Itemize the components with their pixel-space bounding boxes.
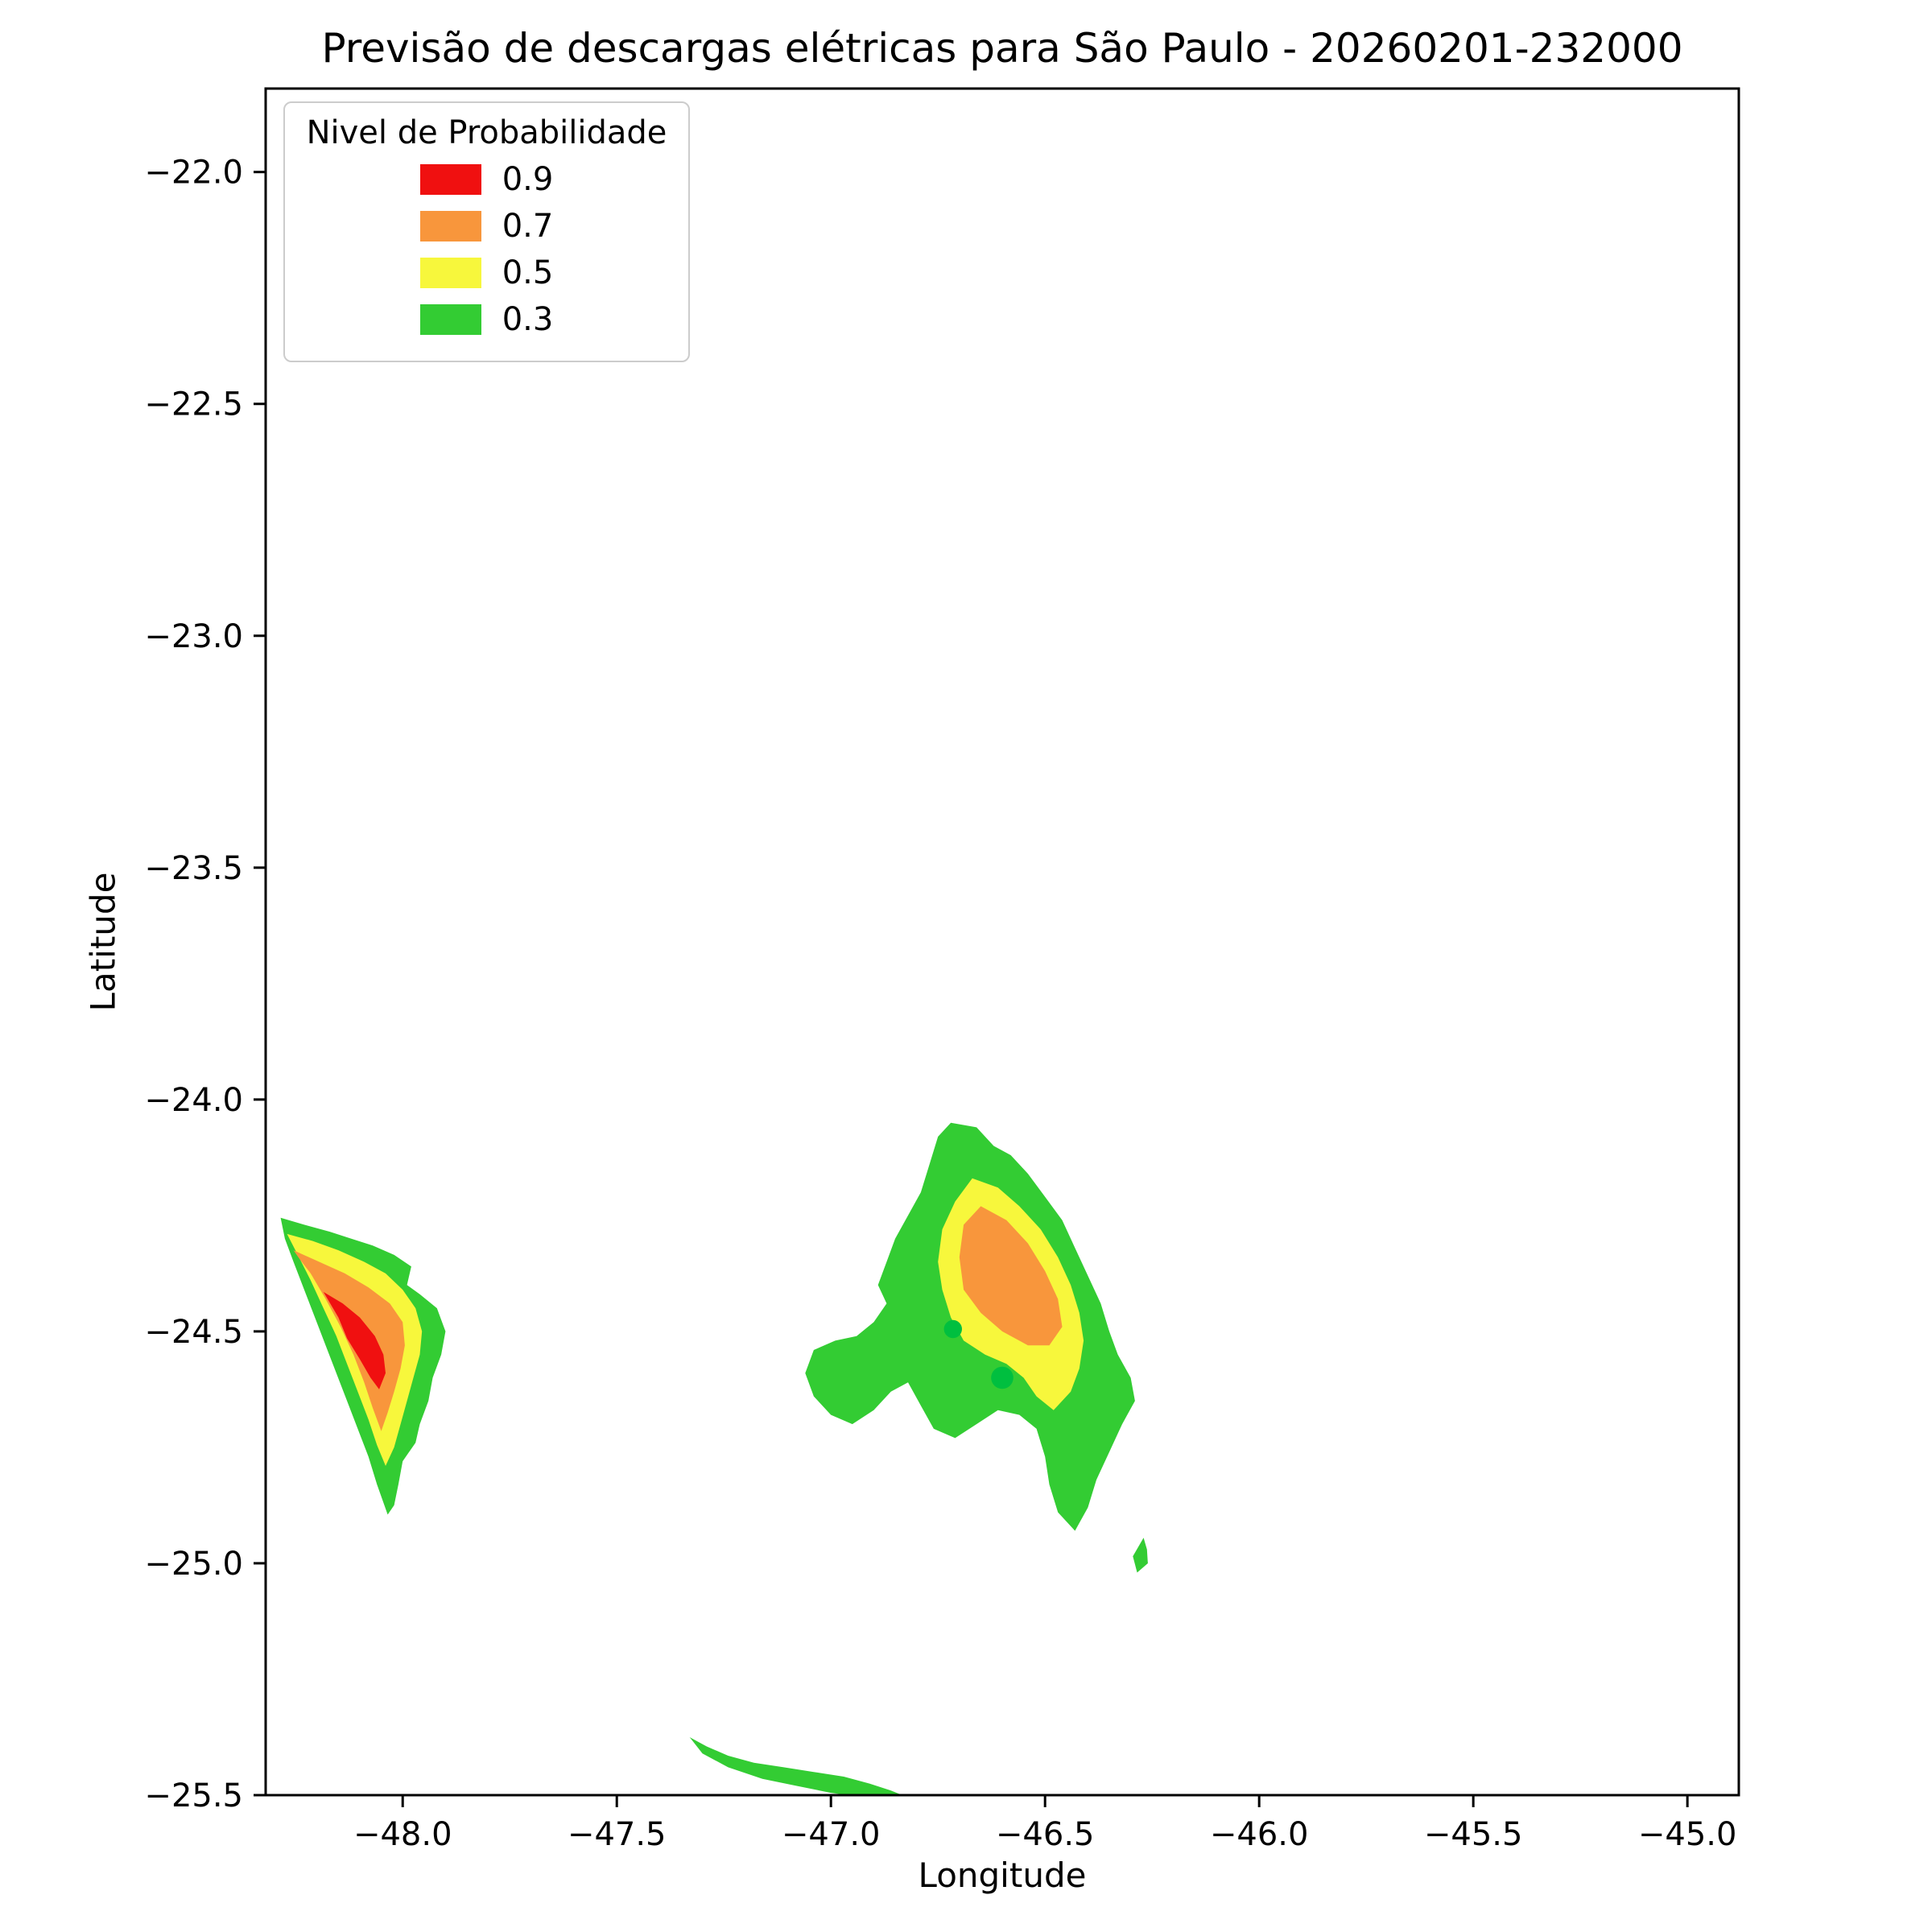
event-marker xyxy=(991,1366,1013,1389)
legend-swatch xyxy=(419,258,481,288)
y-tick-label: −24.0 xyxy=(144,1082,243,1119)
legend-entry: 0.7 xyxy=(419,208,554,245)
y-axis-label: Latitude xyxy=(83,872,123,1012)
y-tick-label: −22.5 xyxy=(144,386,243,423)
y-tick-label: −25.0 xyxy=(144,1546,243,1583)
x-tick-label: −47.0 xyxy=(782,1816,881,1853)
contour-region-p0.7 xyxy=(959,1206,1063,1346)
legend-entry: 0.3 xyxy=(419,301,554,338)
legend-title: Nivel de Probabilidade xyxy=(306,114,667,151)
legend-entries: 0.9 0.7 0.5 0.3 xyxy=(419,161,554,338)
legend-swatch xyxy=(419,211,481,242)
legend-entry-label: 0.9 xyxy=(502,161,554,198)
x-tick-label: −45.5 xyxy=(1424,1816,1523,1853)
event-marker xyxy=(943,1319,963,1339)
x-tick-label: −46.0 xyxy=(1210,1816,1309,1853)
legend-entry: 0.5 xyxy=(419,254,554,291)
contour-region-p0.3 xyxy=(689,1737,902,1795)
legend-entry: 0.9 xyxy=(419,161,554,198)
y-tick-label: −23.0 xyxy=(144,618,243,655)
y-tick-label: −23.5 xyxy=(144,850,243,887)
y-tick-label: −22.0 xyxy=(144,155,243,192)
x-tick-label: −46.5 xyxy=(996,1816,1095,1853)
x-tick-label: −47.5 xyxy=(568,1816,667,1853)
legend-entry-label: 0.3 xyxy=(502,301,554,338)
axes-frame xyxy=(264,87,1740,1797)
legend-entry-label: 0.7 xyxy=(502,208,554,245)
contour-layer xyxy=(280,1122,1148,1795)
y-tick-label: −25.5 xyxy=(144,1777,243,1814)
legend-swatch xyxy=(419,304,481,335)
legend-entry-label: 0.5 xyxy=(502,254,554,291)
x-tick-label: −45.0 xyxy=(1638,1816,1737,1853)
x-tick-label: −48.0 xyxy=(353,1816,452,1853)
contour-region-p0.9 xyxy=(323,1291,386,1389)
legend-swatch xyxy=(419,164,481,195)
y-tick-label: −24.5 xyxy=(144,1314,243,1351)
legend: Nivel de Probabilidade 0.9 0.7 0.5 0.3 xyxy=(283,101,690,362)
chart-title: Previsão de descargas elétricas para São… xyxy=(321,25,1683,72)
contour-region-p0.3 xyxy=(1133,1538,1148,1573)
x-axis-label: Longitude xyxy=(918,1856,1087,1895)
